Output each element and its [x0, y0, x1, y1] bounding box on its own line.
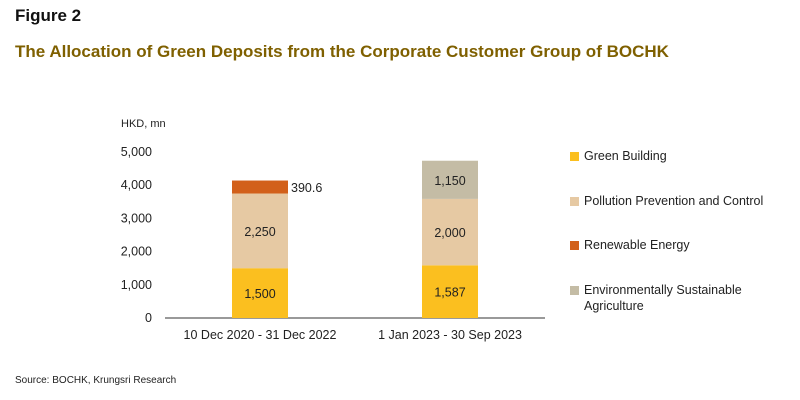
data-label: 2,250	[244, 225, 275, 239]
x-tick-label: 1 Jan 2023 - 30 Sep 2023	[378, 328, 522, 342]
y-tick-label: 5,000	[121, 145, 152, 159]
y-tick-label: 1,000	[121, 278, 152, 292]
bar-segment	[232, 180, 288, 194]
figure-label: Figure 2	[15, 6, 82, 25]
data-label: 1,587	[434, 286, 465, 300]
chart-title: The Allocation of Green Deposits from th…	[15, 42, 669, 61]
data-label: 1,500	[244, 287, 275, 301]
bar-segment	[422, 160, 478, 199]
legend-label: Pollution Prevention and Control	[584, 194, 764, 208]
bar-segment	[232, 193, 288, 269]
legend-label: Environmentally Sustainable Agriculture	[584, 283, 742, 313]
legend-item: Renewable Energy	[570, 237, 795, 253]
data-label: 2,000	[434, 226, 465, 240]
data-label: 1,150	[434, 174, 465, 188]
legend-item: Green Building	[570, 148, 795, 164]
y-axis-label: HKD, mn	[121, 118, 166, 130]
legend-swatch	[570, 241, 579, 250]
x-tick-label: 10 Dec 2020 - 31 Dec 2022	[184, 328, 337, 342]
bar-segment	[422, 198, 478, 266]
source-note: Source: BOCHK, Krungsri Research	[15, 375, 177, 386]
y-tick-label: 0	[145, 311, 152, 325]
y-tick-label: 4,000	[121, 178, 152, 192]
legend-item: Environmentally Sustainable Agriculture	[570, 282, 795, 314]
legend-item: Pollution Prevention and Control	[570, 193, 795, 209]
legend-swatch	[570, 286, 579, 295]
legend-label: Renewable Energy	[584, 238, 690, 252]
y-tick-label: 3,000	[121, 211, 152, 225]
legend-label: Green Building	[584, 149, 667, 163]
legend-swatch	[570, 197, 579, 206]
legend-swatch	[570, 152, 579, 161]
y-tick-label: 2,000	[121, 245, 152, 259]
bar-segment	[232, 268, 288, 318]
data-label: 390.6	[291, 181, 322, 195]
bar-segment	[422, 265, 478, 318]
